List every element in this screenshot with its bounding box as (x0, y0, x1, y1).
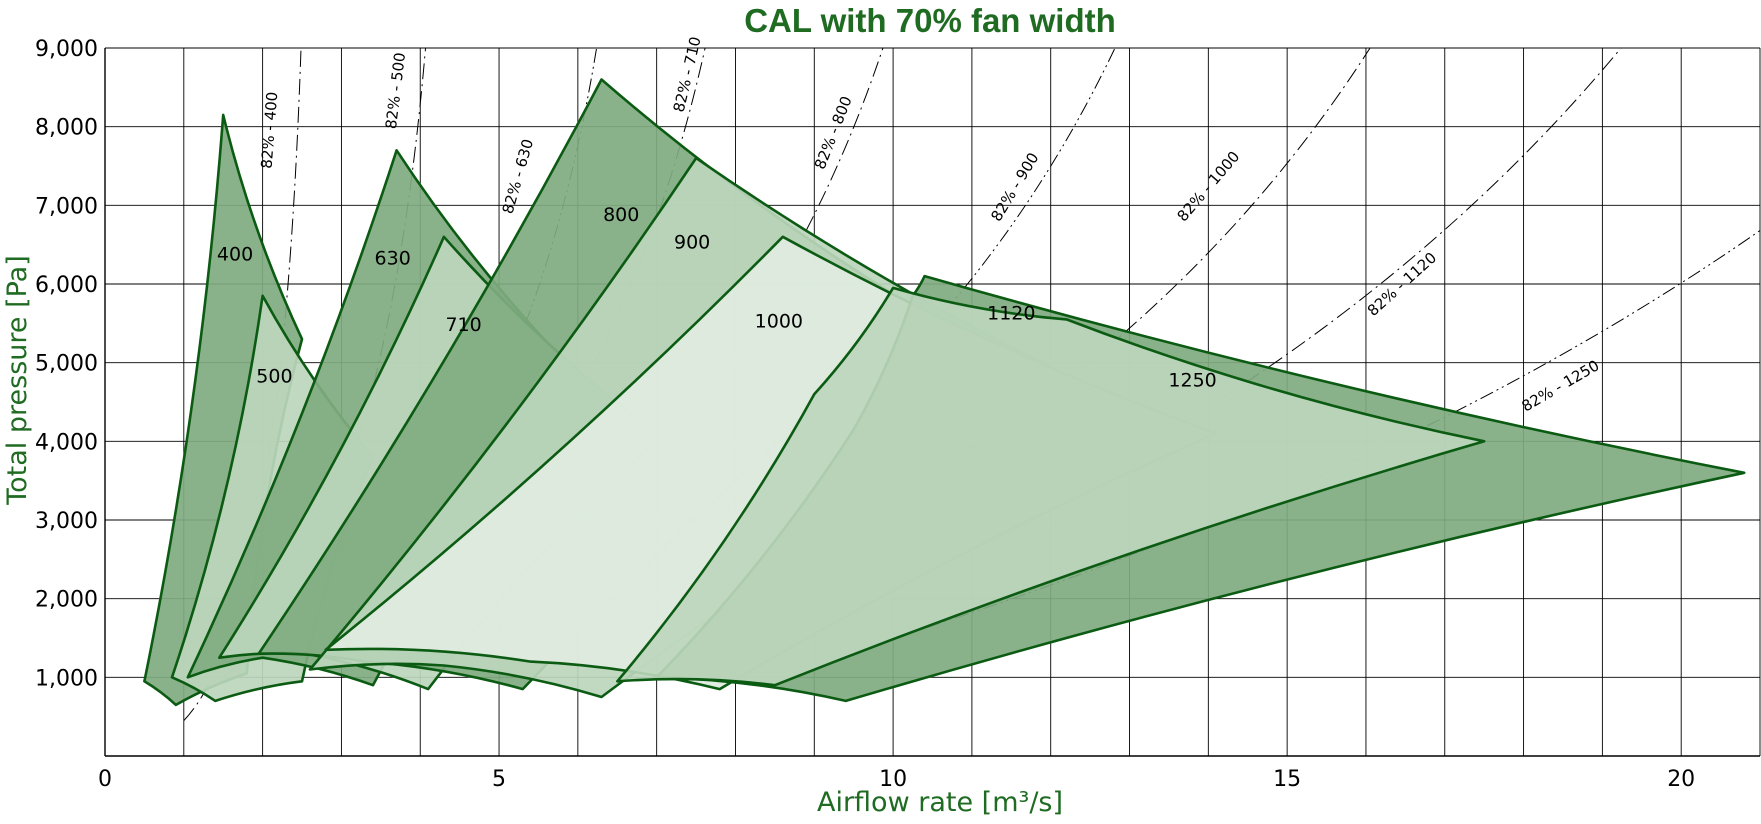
efficiency-line-label: 82% - 900 (987, 149, 1042, 224)
x-tick-label: 20 (1667, 767, 1695, 792)
x-tick-label: 0 (98, 767, 112, 792)
efficiency-line-label: 82% - 800 (811, 94, 856, 172)
fan-size-label-500: 500 (256, 365, 292, 387)
fan-size-label-900: 900 (674, 232, 710, 254)
y-tick-label: 7,000 (35, 194, 98, 219)
y-tick-label: 5,000 (35, 352, 98, 377)
y-tick-label: 1,000 (35, 666, 98, 691)
axes: 0 5 10 15 20 1,000 2,000 3,000 4,000 5,000 6,000 7,… (35, 37, 1760, 792)
efficiency-line-label: 82% - 630 (499, 137, 538, 216)
y-axis-label: Total pressure [Pa] (2, 255, 33, 506)
fan-size-envelopes (143, 78, 1746, 707)
fan-size-label-1000: 1000 (755, 310, 803, 332)
y-tick-label: 8,000 (35, 116, 98, 141)
y-tick-label: 2,000 (35, 588, 98, 613)
fan-envelope-1250 (616, 286, 1486, 687)
fan-size-label-710: 710 (445, 314, 481, 336)
fan-size-label-1120: 1120 (987, 302, 1035, 324)
fan-size-label-1250: 1250 (1168, 369, 1216, 391)
x-tick-label: 10 (879, 767, 907, 792)
fan-size-labels: 400 500 630 710 800 900 1000 1120 1250 (217, 204, 1217, 391)
fan-size-label-630: 630 (375, 247, 411, 269)
chart-title: CAL with 70% fan width (744, 2, 1116, 39)
y-tick-label: 6,000 (35, 273, 98, 298)
efficiency-line-label: 82% - 500 (382, 51, 409, 130)
x-tick-label: 15 (1273, 767, 1301, 792)
x-tick-label: 5 (492, 767, 506, 792)
efficiency-line-label: 82% - 1250 (1519, 356, 1603, 415)
y-tick-label: 3,000 (35, 509, 98, 534)
y-tick-label: 9,000 (35, 37, 98, 62)
y-tick-label: 4,000 (35, 430, 98, 455)
efficiency-line-label: 82% - 400 (258, 91, 282, 169)
fan-size-label-400: 400 (217, 243, 253, 265)
x-axis-label: Airflow rate [m³/s] (817, 787, 1063, 818)
fan-size-label-800: 800 (603, 204, 639, 226)
